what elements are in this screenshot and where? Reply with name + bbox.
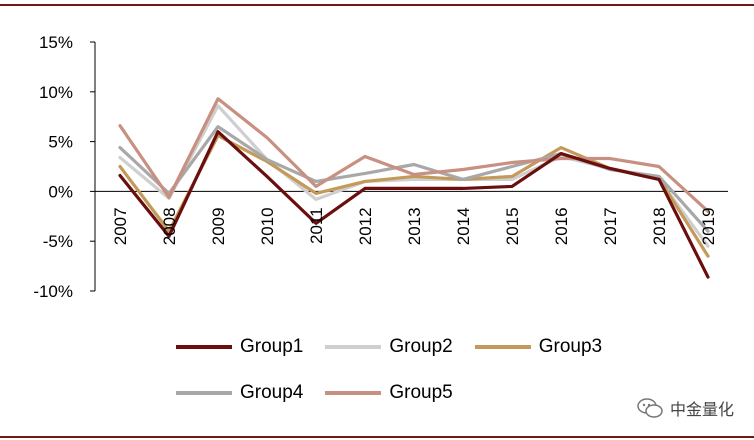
series-line-group5	[118, 97, 710, 213]
series-line-group1	[118, 130, 710, 279]
y-tick-label: 5%	[48, 133, 73, 152]
x-tick-label: 2016	[552, 207, 571, 245]
legend-label-group4: Group4	[240, 382, 304, 403]
top-rule	[0, 4, 754, 6]
legend-swatch-group5	[325, 391, 382, 395]
x-tick-label: 2015	[503, 207, 522, 245]
wechat-icon	[637, 398, 663, 418]
legend-swatch-group1	[176, 345, 232, 349]
y-tick-label: 15%	[39, 33, 73, 52]
legend-item-group1: Group1	[176, 336, 303, 358]
x-tick-label: 2012	[356, 207, 375, 245]
watermark-text: 中金量化	[669, 402, 734, 419]
legend-swatch-group4	[176, 391, 232, 395]
y-tick-label: 0%	[48, 182, 73, 201]
x-tick-label: 2008	[160, 207, 179, 245]
x-tick-label: 2009	[209, 207, 228, 245]
legend-row-2: Group4 Group5	[176, 382, 475, 404]
y-tick-label: 10%	[39, 83, 73, 102]
x-tick-label: 2017	[601, 207, 620, 245]
x-tick-label: 2007	[111, 207, 130, 245]
bottom-rule	[0, 436, 754, 438]
y-tick-label: -10%	[33, 282, 73, 301]
legend-item-group2: Group2	[325, 336, 453, 358]
x-tick-label: 2014	[454, 207, 473, 245]
legend-label-group3: Group3	[538, 336, 603, 357]
legend-swatch-group2	[325, 345, 382, 349]
x-tick-label: 2010	[258, 207, 277, 245]
x-tick-label: 2011	[307, 207, 326, 244]
legend-item-group5: Group5	[325, 382, 453, 404]
y-tick-label: -5%	[43, 232, 73, 251]
x-tick-label: 2018	[650, 207, 669, 245]
legend-label-group1: Group1	[240, 336, 304, 357]
legend-label-group2: Group2	[389, 336, 453, 357]
legend-label-group5: Group5	[389, 382, 453, 403]
watermark: 中金量化	[636, 396, 734, 420]
legend-row-1: Group1 Group2 Group3	[176, 336, 624, 358]
legend-item-group4: Group4	[176, 382, 303, 404]
x-tick-label: 2013	[405, 207, 424, 245]
legend-item-group3: Group3	[474, 336, 603, 358]
x-tick-label: 2019	[699, 207, 718, 245]
legend-swatch-group3	[474, 345, 531, 349]
